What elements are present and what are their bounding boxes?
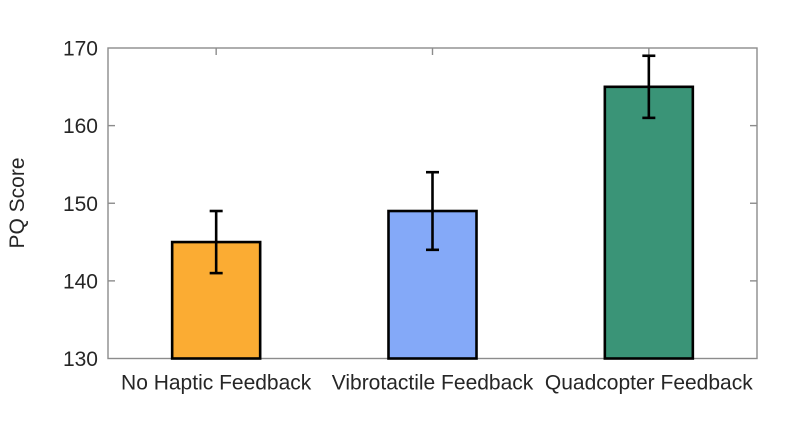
tick-marks-group — [108, 48, 757, 282]
x-tick-label-no-haptic-feedback: No Haptic Feedback — [121, 372, 312, 395]
y-axis-title: PQ Score — [6, 157, 29, 248]
x-tick-label-vibrotactile-feedback: Vibrotactile Feedback — [332, 372, 534, 395]
y-tick-label-150: 150 — [63, 193, 98, 216]
y-tick-label-130: 130 — [63, 348, 98, 371]
y-tick-labels-group: 130 140 150 160 170 — [63, 38, 98, 372]
y-tick-label-140: 140 — [63, 270, 98, 293]
error-bars-group — [209, 54, 656, 275]
y-tick-label-170: 170 — [63, 38, 98, 61]
x-tick-label-quadcopter-feedback: Quadcopter Feedback — [545, 372, 753, 395]
bar-quadcopter-feedback — [603, 85, 695, 360]
y-tick-label-160: 160 — [63, 115, 98, 138]
x-tick-labels-group: No Haptic Feedback Vibrotactile Feedback Q… — [121, 372, 753, 395]
